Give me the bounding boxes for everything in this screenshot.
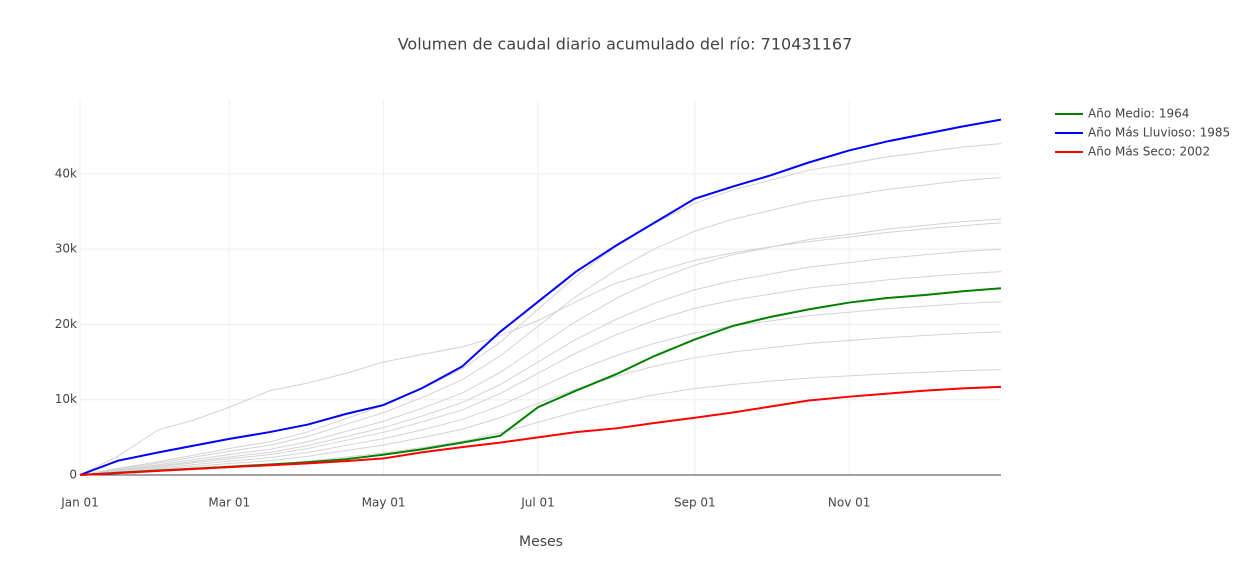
y-tick-label: 0 [69, 468, 77, 482]
x-tick-label: Jul 01 [520, 496, 555, 510]
legend-label: Año Medio: 1964 [1088, 107, 1189, 121]
legend-label: Año Más Seco: 2002 [1088, 145, 1210, 159]
y-tick-label: 40k [55, 166, 77, 180]
x-tick-label: Jan 01 [60, 496, 99, 510]
series-line [79, 287, 1002, 476]
background-line [79, 222, 1002, 476]
y-tick-label: 10k [55, 392, 77, 406]
x-tick-label: Nov 01 [828, 496, 871, 510]
x-tick-label: Mar 01 [208, 496, 250, 510]
background-line [79, 143, 1002, 476]
background-line [79, 271, 1002, 476]
chart-title: Volumen de caudal diario acumulado del r… [398, 35, 853, 54]
series-line [79, 118, 1002, 476]
x-tick-label: May 01 [362, 496, 406, 510]
background-line [79, 331, 1002, 476]
x-axis-label: Meses [519, 534, 563, 550]
x-tick-label: Sep 01 [674, 496, 716, 510]
background-line [79, 301, 1002, 476]
background-line [79, 248, 1002, 476]
background-line [79, 177, 1002, 476]
series-line [79, 385, 1002, 476]
y-tick-label: 20k [55, 317, 77, 331]
background-line [79, 218, 1002, 476]
legend-label: Año Más Lluvioso: 1985 [1088, 126, 1230, 140]
y-tick-label: 30k [55, 242, 77, 256]
background-line [79, 369, 1002, 476]
